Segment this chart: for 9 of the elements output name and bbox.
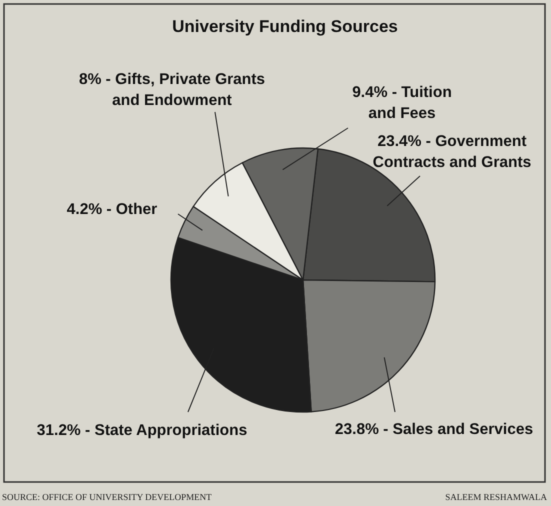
slice-label: 23.4% - Government Contracts and Grants — [372, 133, 532, 171]
slice-label: 23.8% - Sales and Services — [334, 421, 534, 438]
text: SALEEM RESHAMWALA — [445, 492, 548, 502]
slice-label: 4.2% - Other — [66, 201, 158, 218]
slice-label: 9.4% - Tuition and Fees — [352, 84, 452, 122]
chart-title: University Funding Sources — [172, 17, 398, 36]
slice-label: 8% - Gifts, Private Grants and Endowment — [78, 71, 266, 109]
source-note: SOURCE: OFFICE OF UNIVERSITY DEVELOPMENT — [2, 492, 212, 502]
slice-label: 31.2% - State Appropriations — [36, 422, 248, 439]
